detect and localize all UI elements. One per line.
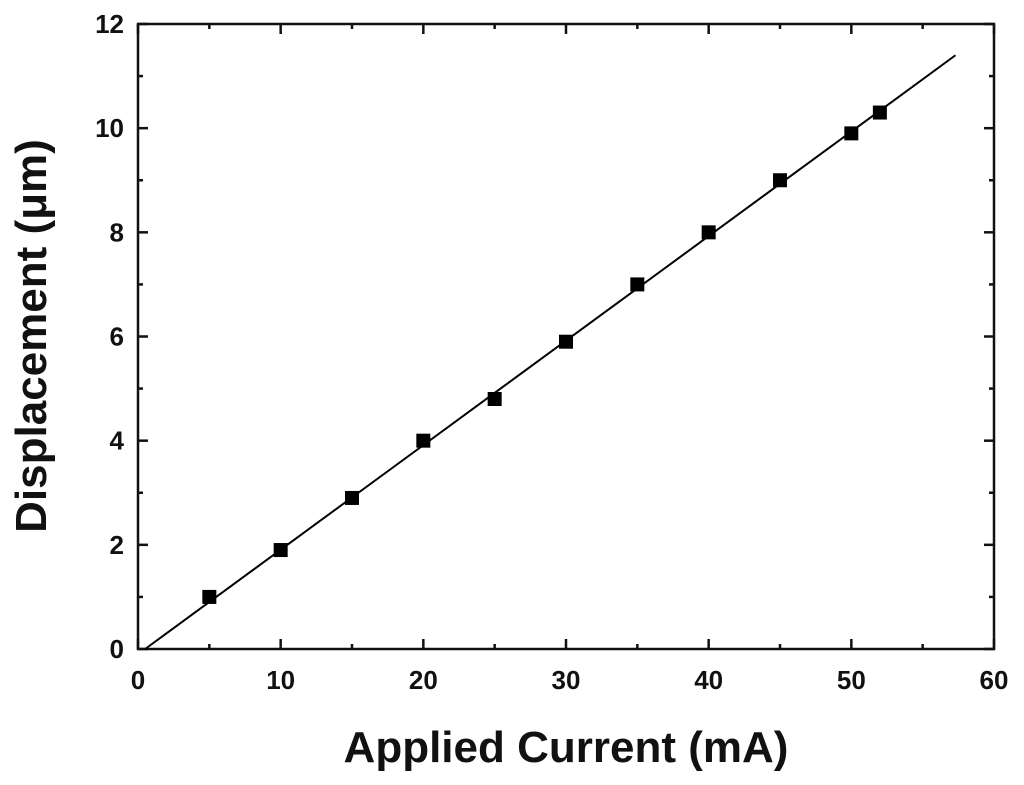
x-tick-label: 40 [694, 665, 723, 695]
data-point [345, 490, 359, 505]
data-point [487, 392, 502, 406]
data-point [844, 126, 859, 141]
data-point [202, 589, 217, 604]
x-tick-label: 0 [131, 665, 145, 695]
x-tick-label: 50 [837, 665, 866, 695]
data-point [872, 105, 887, 120]
x-tick-label: 10 [266, 665, 295, 695]
y-tick-label: 8 [110, 217, 124, 247]
y-tick-label: 4 [110, 426, 125, 456]
data-point [630, 277, 645, 292]
y-tick-label: 10 [95, 113, 124, 143]
x-tick-label: 20 [409, 665, 438, 695]
y-tick-label: 6 [110, 322, 124, 352]
fit-line-group [144, 54, 957, 650]
y-tick-label: 0 [110, 634, 124, 664]
axis-ticks [136, 22, 996, 651]
axis-tick-labels: 0 10 20 30 40 50 60 0 2 4 6 8 10 12 [95, 9, 1008, 695]
data-points [202, 105, 887, 604]
fit-line [144, 54, 957, 650]
x-axis-title: Applied Current (mA) [344, 723, 789, 772]
data-point [559, 334, 573, 349]
data-point [273, 543, 288, 558]
y-tick-label: 2 [110, 530, 124, 560]
data-point [416, 433, 431, 448]
data-point [773, 173, 787, 188]
y-tick-label: 12 [95, 9, 124, 39]
y-axis-title: Displacement (μm) [7, 139, 56, 533]
x-tick-label: 60 [980, 665, 1009, 695]
data-point [701, 225, 716, 240]
x-tick-label: 30 [552, 665, 581, 695]
